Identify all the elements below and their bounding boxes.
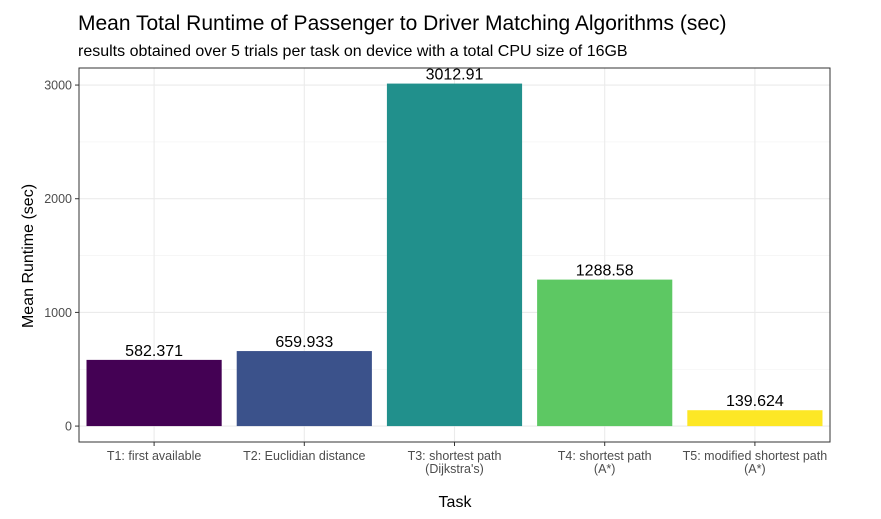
data-label-5: 139.624 — [726, 393, 784, 410]
bar-3 — [386, 83, 523, 427]
x-tick-label: T3: shortest path (Dijkstra's) — [408, 449, 502, 476]
x-tick-label: T2: Euclidian distance — [243, 449, 365, 463]
x-tick-label: T1: first available — [107, 449, 202, 463]
y-axis-title: Mean Runtime (sec) — [20, 184, 37, 328]
plot-area: 582.371 659.933 3012.91 1288.58 139.624 0 1000… — [44, 67, 831, 476]
x-tick-label-line: (Dijkstra's) — [425, 462, 484, 476]
data-label-1: 582.371 — [125, 343, 183, 360]
chart-title: Mean Total Runtime of Passenger to Drive… — [78, 12, 727, 35]
data-label-2: 659.933 — [275, 334, 333, 351]
bar-1 — [86, 359, 222, 427]
x-tick-label-line: T4: shortest path — [558, 449, 652, 463]
bar-4 — [537, 279, 673, 427]
x-tick-label-line: T2: Euclidian distance — [243, 449, 365, 463]
x-tick-label-line: T1: first available — [107, 449, 202, 463]
x-tick-label-line: T5: modified shortest path — [683, 449, 828, 463]
y-tick-label: 3000 — [44, 79, 72, 93]
chart-subtitle: results obtained over 5 trials per task … — [78, 43, 628, 60]
y-tick-label: 2000 — [44, 192, 72, 206]
bar-2 — [236, 351, 372, 427]
x-tick-label-line: (A*) — [744, 462, 766, 476]
x-tick-label: T5: modified shortest path (A*) — [683, 449, 828, 476]
y-tick-label: 1000 — [44, 306, 72, 320]
x-tick-label-line: T3: shortest path — [408, 449, 502, 463]
x-tick-label: T4: shortest path (A*) — [558, 449, 652, 476]
data-label-4: 1288.58 — [576, 263, 634, 280]
bar-5 — [687, 410, 823, 427]
y-tick-label: 0 — [65, 420, 72, 434]
data-label-3: 3012.91 — [426, 67, 484, 84]
x-axis-title: Task — [439, 494, 473, 511]
x-tick-label-line: (A*) — [594, 462, 616, 476]
